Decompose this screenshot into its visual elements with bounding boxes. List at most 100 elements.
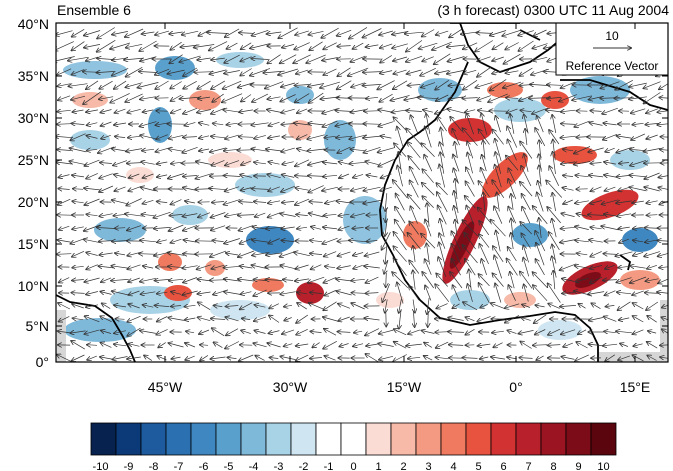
wind-vector (633, 355, 644, 362)
wind-vector (99, 214, 113, 217)
wind-vector (310, 358, 322, 359)
wind-vector (280, 94, 296, 102)
wind-vector (519, 330, 534, 333)
wind-vector (312, 342, 320, 348)
wind-vector (657, 123, 668, 125)
wind-vector (559, 94, 578, 102)
wind-vector (84, 188, 100, 190)
wind-vector (116, 319, 125, 320)
wind-vector (211, 136, 225, 137)
wind-vector (353, 344, 364, 347)
wind-vector (239, 110, 253, 112)
wind-vector (99, 173, 113, 179)
wind-vector (620, 344, 629, 347)
wind-vector (424, 343, 432, 348)
wind-vector (575, 266, 590, 268)
wind-vector (354, 331, 363, 333)
wind-vector (143, 266, 154, 268)
wind-vector (437, 192, 448, 213)
wind-vector (140, 121, 157, 127)
wind-vector (112, 291, 129, 296)
wind-vector (466, 114, 474, 135)
wind-vector (632, 123, 644, 124)
wind-vector (463, 128, 478, 146)
colorbar-label: 8 (550, 461, 556, 471)
wind-vector (365, 161, 379, 166)
wind-vector (363, 28, 382, 38)
wind-vector (309, 92, 324, 103)
wind-vector (422, 272, 434, 289)
wind-vector (424, 155, 433, 172)
wind-vector (385, 207, 386, 222)
wind-vector (604, 317, 617, 322)
wind-vector (252, 240, 269, 242)
colorbar-swatch (590, 422, 617, 456)
wind-vector (139, 40, 157, 51)
wind-vector (268, 186, 280, 191)
wind-vector (647, 264, 658, 268)
wind-vector (477, 95, 491, 101)
wind-vector (170, 81, 182, 89)
wind-vector (239, 137, 254, 138)
wind-vector (396, 194, 405, 211)
wind-vector (363, 200, 381, 203)
lon-label: 15°W (387, 379, 422, 395)
wind-vector (349, 240, 367, 241)
wind-vector (601, 226, 619, 231)
wind-vector (503, 81, 522, 88)
wind-vector (548, 304, 560, 309)
wind-vector (605, 290, 616, 296)
wind-vector (57, 254, 72, 255)
wind-vector (128, 277, 140, 282)
wind-vector (267, 343, 281, 348)
wind-vector (521, 318, 531, 321)
wind-vector (394, 232, 407, 251)
wind-vector (633, 344, 643, 346)
wind-vector (58, 198, 71, 205)
wind-vector (438, 257, 447, 277)
wind-vector (455, 220, 457, 237)
colorbar-swatch (165, 422, 192, 456)
wind-vector (224, 176, 241, 177)
wind-vector (381, 173, 392, 178)
wind-vector (241, 292, 252, 295)
wind-vector (171, 162, 182, 163)
wind-vector (155, 305, 170, 306)
wind-vector (453, 285, 460, 301)
wind-vector (379, 329, 394, 334)
wind-vector (523, 246, 529, 263)
wind-vector (662, 317, 668, 320)
wind-vector (308, 160, 325, 165)
wind-vector (268, 97, 281, 99)
wind-vector (574, 120, 590, 127)
wind-vector (366, 354, 379, 362)
wind-vector (476, 82, 493, 87)
wind-vector (660, 345, 668, 346)
wind-vector (546, 181, 563, 198)
wind-vector (493, 42, 504, 50)
wind-vector (240, 237, 253, 243)
wind-vector (617, 292, 632, 294)
colorbar-swatch (215, 422, 242, 456)
wind-vector (379, 30, 393, 35)
wind-vector (575, 354, 589, 361)
wind-vector (480, 357, 489, 359)
wind-vector (311, 264, 322, 270)
colorbar-label: -3 (274, 461, 284, 471)
wind-vector (466, 328, 475, 334)
wind-vector (467, 142, 474, 159)
wind-vector (308, 83, 325, 87)
wind-vector (169, 343, 184, 348)
wind-vector (350, 162, 367, 164)
wind-vector (127, 357, 141, 359)
wind-vector (378, 147, 395, 153)
lat-label: 40°N (18, 16, 49, 32)
lat-label: 10°N (18, 278, 49, 294)
wind-vector (239, 225, 254, 230)
wind-vector (553, 152, 556, 175)
wind-vector (633, 240, 644, 242)
wind-vector (422, 183, 435, 196)
wind-vector (392, 43, 408, 48)
wind-vector (183, 137, 197, 138)
